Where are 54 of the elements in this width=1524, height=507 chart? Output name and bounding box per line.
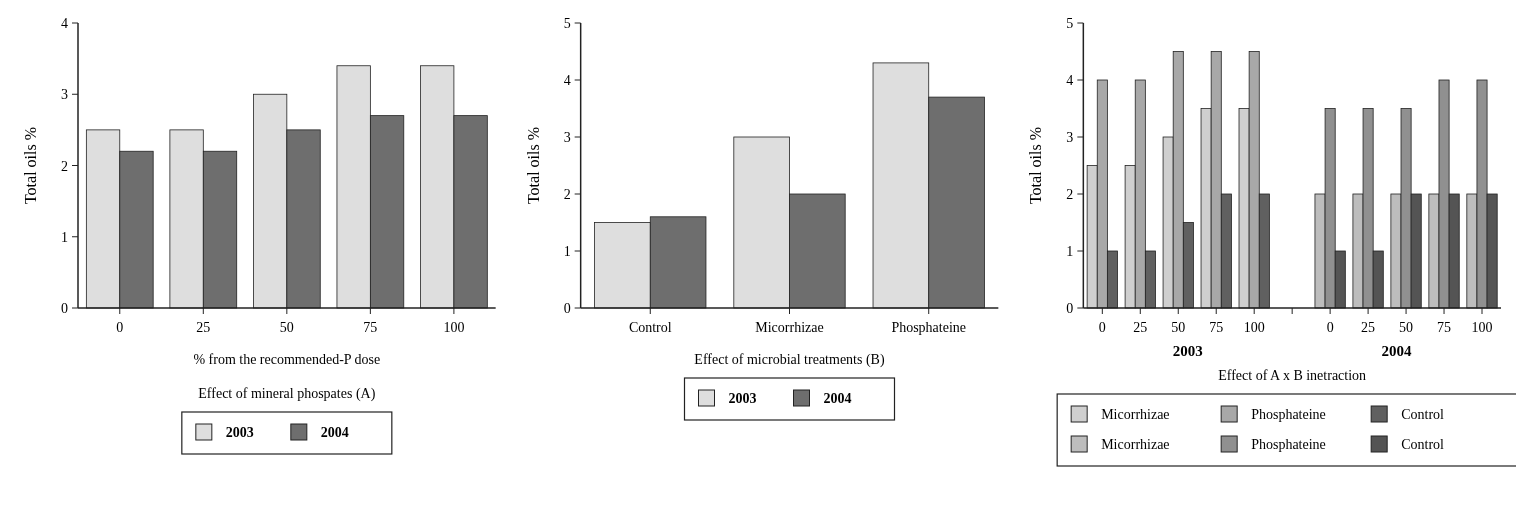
y-tick-label: 5	[1066, 16, 1074, 31]
legend-label: Micorrhizae	[1101, 407, 1170, 422]
x-tick-label: 75	[363, 320, 378, 335]
y-tick-label: 4	[1066, 73, 1074, 88]
y-tick-label: 2	[563, 187, 571, 202]
legend-label: 2003	[728, 391, 757, 406]
y-tick-label: 3	[61, 87, 68, 103]
x-tick-label: Control	[628, 320, 672, 335]
x-tick-label: 25	[196, 320, 211, 335]
y-tick-label: 0	[1066, 301, 1074, 316]
x-tick-label: 75	[1437, 320, 1452, 335]
y-tick-label: 3	[563, 130, 571, 145]
x-tick-label: 25	[1133, 320, 1148, 335]
y-tick-label: 1	[563, 244, 571, 259]
x-tick-label: 50	[1399, 320, 1414, 335]
y-tick-label: 5	[563, 16, 571, 31]
legend-label: 2003	[225, 425, 254, 440]
text: 2004	[1381, 343, 1413, 359]
y-axis-title: Total oils %	[524, 126, 542, 205]
x-tick-label: 0	[1098, 320, 1106, 335]
x-axis-title: Effect of A x B inetraction	[1218, 368, 1367, 383]
legend-label: Micorrhizae	[1101, 437, 1170, 452]
text: 2003	[1172, 343, 1203, 359]
text: Effect of mineral phospates (A)	[198, 386, 376, 402]
x-tick-label: 50	[1171, 320, 1186, 335]
x-tick-label: 100	[1471, 320, 1493, 335]
legend-label: Phosphateine	[1251, 407, 1326, 422]
x-axis-title: % from the recommended-P dose	[193, 352, 381, 367]
x-tick-label: 50	[279, 320, 294, 335]
x-tick-label: 25	[1361, 320, 1376, 335]
x-tick-label: 100	[1243, 320, 1265, 335]
legend-label: 2004	[823, 391, 852, 406]
x-tick-label: 100	[443, 320, 465, 335]
y-tick-label: 2	[1066, 187, 1074, 202]
y-axis-title: Total oils %	[1027, 126, 1045, 205]
x-tick-label: 0	[1326, 320, 1334, 335]
legend-label: Control	[1401, 437, 1445, 452]
y-tick-label: 0	[61, 301, 68, 316]
y-tick-label: 4	[563, 73, 571, 88]
x-tick-label: Phosphateine	[891, 320, 967, 335]
y-tick-label: 3	[1066, 130, 1074, 145]
y-tick-label: 4	[61, 16, 68, 31]
legend-label: Control	[1401, 407, 1445, 422]
x-tick-label: 75	[1209, 320, 1224, 335]
legend-label: Phosphateine	[1251, 437, 1326, 452]
y-tick-label: 1	[61, 229, 68, 245]
y-tick-label: 2	[61, 158, 68, 174]
x-axis-title: Effect of microbial treatments (B)	[694, 352, 885, 368]
y-axis-title: Total oils %	[22, 126, 39, 205]
y-tick-label: 0	[563, 301, 571, 316]
x-tick-label: Micorrhizae	[755, 320, 824, 335]
x-tick-label: 0	[116, 320, 124, 335]
y-tick-label: 1	[1066, 244, 1074, 259]
legend-label: 2004	[320, 425, 349, 440]
